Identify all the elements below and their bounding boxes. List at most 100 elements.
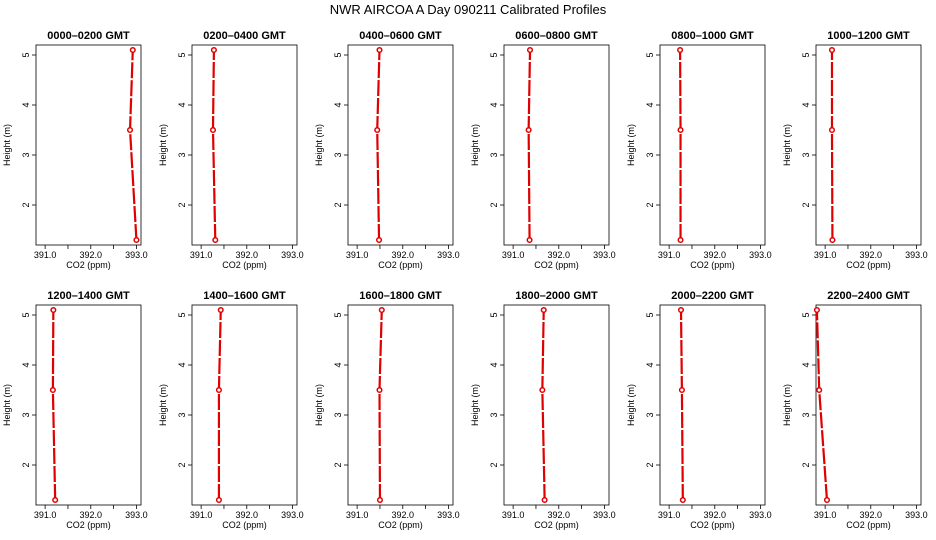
y-tick-label: 3 — [645, 152, 655, 157]
x-tick-label: 391.0 — [34, 250, 57, 260]
data-point — [677, 126, 684, 134]
y-tick-label: 2 — [645, 202, 655, 207]
y-tick-label: 4 — [177, 362, 187, 367]
chart-panel-1: 0000–0200 GMT 391.0 392.0 393.0 2 3 4 5 CO2 (ppm… — [2, 30, 148, 270]
x-tick-label: 392.0 — [392, 510, 415, 520]
y-axis-label: Height (m) — [158, 384, 168, 426]
y-tick-label: 2 — [21, 202, 31, 207]
y-tick-label: 5 — [645, 52, 655, 57]
x-axis-label: CO2 (ppm) — [534, 520, 579, 530]
y-tick-label: 2 — [333, 462, 343, 467]
x-tick-label: 392.0 — [236, 510, 259, 520]
plot-frame — [503, 44, 610, 246]
data-point — [678, 386, 685, 394]
panel-title: 1000–1200 GMT — [827, 30, 910, 42]
panel-title: 1800–2000 GMT — [515, 290, 598, 302]
y-tick-label: 5 — [177, 312, 187, 317]
x-axis-label: CO2 (ppm) — [222, 520, 267, 530]
x-axis-label: CO2 (ppm) — [378, 520, 423, 530]
x-tick-label: 393.0 — [749, 510, 772, 520]
y-axis-label: Height (m) — [314, 384, 324, 426]
x-tick-label: 392.0 — [80, 510, 103, 520]
x-tick-label: 391.0 — [190, 510, 213, 520]
data-point — [376, 496, 384, 504]
plot-frame — [815, 304, 922, 506]
data-point — [828, 126, 836, 134]
x-tick-label: 391.0 — [502, 510, 525, 520]
panel-title: 1400–1600 GMT — [203, 290, 286, 302]
panel-title: 1200–1400 GMT — [47, 290, 130, 302]
x-tick-label: 393.0 — [593, 510, 616, 520]
x-tick-label: 392.0 — [704, 510, 727, 520]
y-axis-label: Height (m) — [2, 384, 12, 426]
data-point — [540, 306, 547, 314]
y-tick-label: 2 — [177, 462, 187, 467]
y-tick-label: 3 — [177, 152, 187, 157]
data-point — [212, 236, 219, 244]
chart-panel-10: 1800–2000 GMT 391.0 392.0 393.0 2 3 4 5 CO2 (ppm… — [470, 290, 616, 530]
x-tick-label: 392.0 — [860, 510, 883, 520]
series-line — [51, 309, 57, 501]
x-tick-label: 392.0 — [548, 510, 571, 520]
x-tick-label: 393.0 — [437, 510, 460, 520]
panel-grid: 0000–0200 GMT 391.0 392.0 393.0 2 3 4 5 CO2 (ppm… — [2, 30, 928, 530]
y-tick-label: 2 — [21, 462, 31, 467]
y-tick-label: 2 — [333, 202, 343, 207]
data-point — [526, 236, 533, 244]
y-tick-label: 2 — [177, 202, 187, 207]
x-tick-label: 391.0 — [190, 250, 213, 260]
plot-frame — [659, 44, 766, 246]
y-tick-label: 4 — [21, 102, 31, 107]
y-tick-label: 4 — [489, 362, 499, 367]
plot-frame — [347, 44, 454, 246]
y-tick-label: 3 — [801, 412, 811, 417]
data-point — [375, 236, 383, 244]
plot-frame — [35, 304, 142, 506]
y-tick-label: 3 — [645, 412, 655, 417]
series-line — [815, 309, 829, 501]
data-point — [813, 306, 820, 314]
data-point — [677, 236, 684, 244]
y-tick-label: 4 — [333, 102, 343, 107]
series-line — [679, 309, 684, 501]
y-axis-label: Height (m) — [782, 384, 792, 426]
x-tick-label: 392.0 — [860, 250, 883, 260]
y-tick-label: 3 — [21, 152, 31, 157]
plot-frame — [347, 304, 454, 506]
panel-title: 0800–1000 GMT — [671, 30, 754, 42]
figure-title: NWR AIRCOA A Day 090211 Calibrated Profi… — [330, 2, 607, 17]
data-point — [677, 46, 684, 54]
y-tick-label: 4 — [645, 362, 655, 367]
x-tick-label: 393.0 — [749, 250, 772, 260]
data-point — [525, 126, 532, 134]
y-tick-label: 5 — [489, 312, 499, 317]
plot-frame — [659, 304, 766, 506]
y-tick-label: 5 — [645, 312, 655, 317]
chart-panel-7: 1200–1400 GMT 391.0 392.0 393.0 2 3 4 5 CO2 (ppm… — [2, 290, 148, 530]
series-line — [376, 49, 381, 241]
x-tick-label: 393.0 — [125, 250, 148, 260]
x-axis-label: CO2 (ppm) — [378, 260, 423, 270]
y-tick-label: 4 — [21, 362, 31, 367]
data-point — [376, 46, 383, 54]
y-tick-label: 4 — [177, 102, 187, 107]
x-tick-label: 392.0 — [548, 250, 571, 260]
data-point — [210, 46, 217, 54]
x-axis-label: CO2 (ppm) — [222, 260, 267, 270]
y-tick-label: 4 — [489, 102, 499, 107]
chart-panel-8: 1400–1600 GMT 391.0 392.0 393.0 2 3 4 5 CO2 (ppm… — [158, 290, 304, 530]
chart-panel-4: 0600–0800 GMT 391.0 392.0 393.0 2 3 4 5 CO2 (ppm… — [470, 30, 616, 270]
data-point — [541, 496, 548, 504]
x-tick-label: 391.0 — [814, 510, 837, 520]
y-tick-label: 3 — [333, 152, 343, 157]
x-axis-label: CO2 (ppm) — [690, 520, 735, 530]
y-tick-label: 3 — [333, 412, 343, 417]
y-axis-label: Height (m) — [2, 124, 12, 166]
series-line — [211, 49, 217, 241]
series-line — [527, 49, 532, 241]
x-tick-label: 393.0 — [125, 510, 148, 520]
y-axis-label: Height (m) — [626, 384, 636, 426]
y-tick-label: 2 — [645, 462, 655, 467]
y-tick-label: 4 — [645, 102, 655, 107]
y-tick-label: 2 — [801, 202, 811, 207]
